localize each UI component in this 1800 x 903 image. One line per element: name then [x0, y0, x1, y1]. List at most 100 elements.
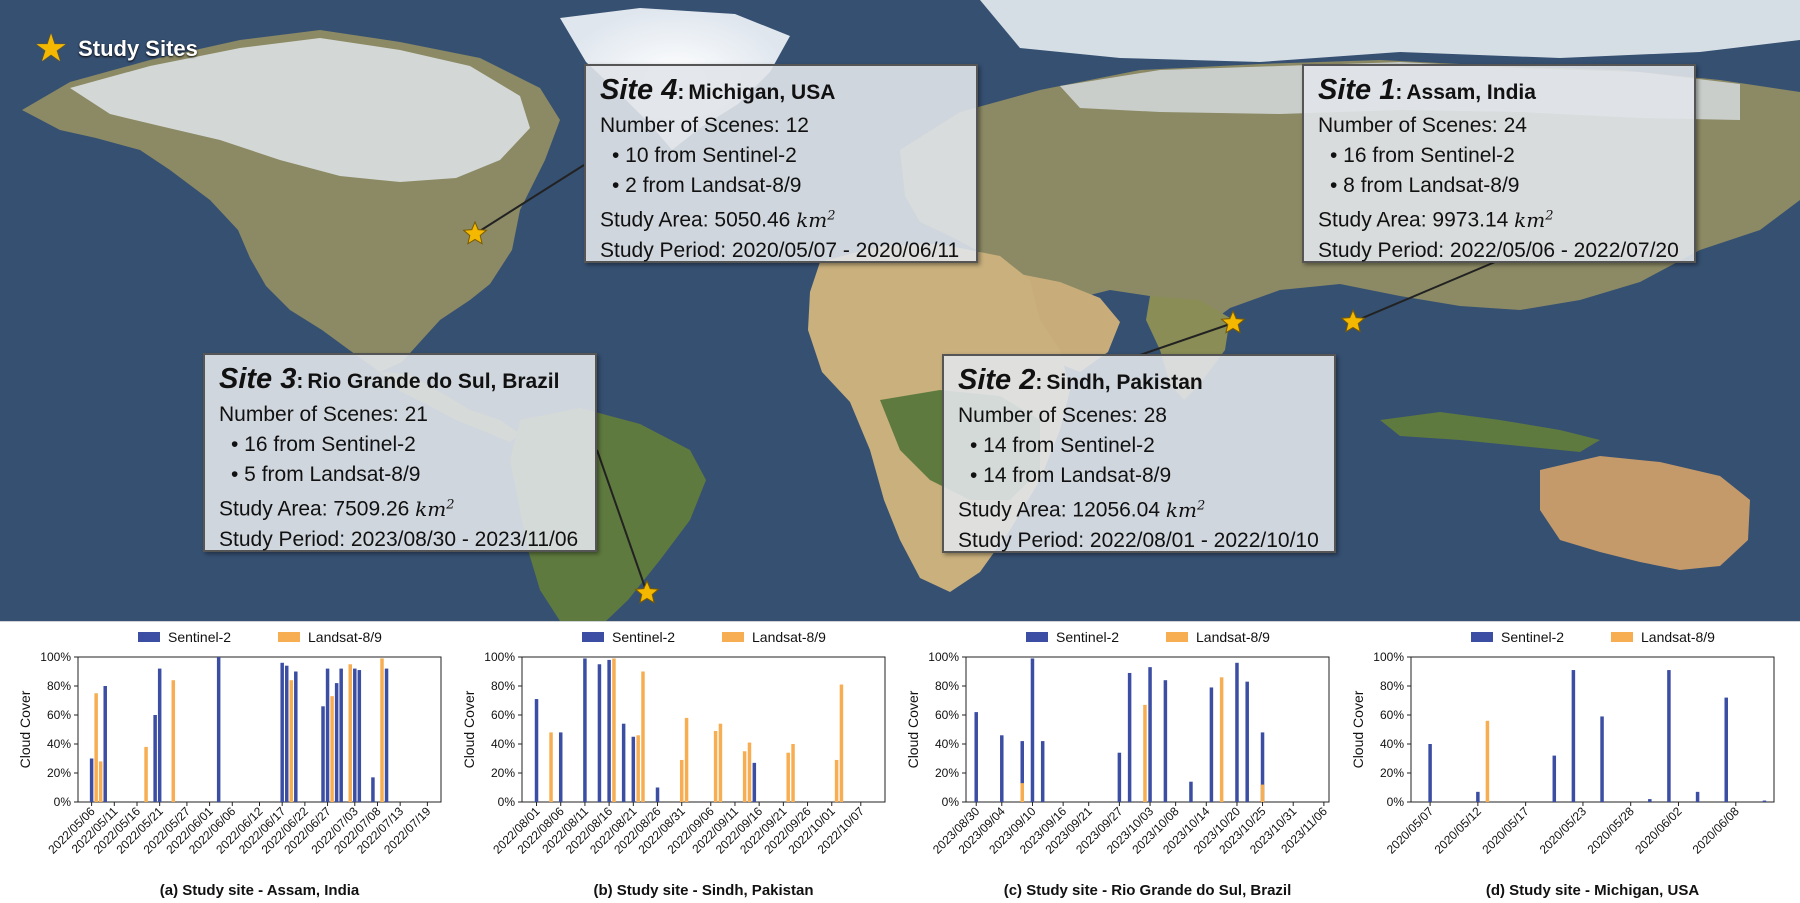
bar-sentinel	[103, 686, 107, 802]
connector-site-4	[474, 164, 585, 235]
y-tick-label: 80%	[1380, 679, 1404, 693]
site-2-sentinel: • 14 from Sentinel-2	[970, 434, 1155, 457]
bar-sentinel	[353, 668, 357, 802]
plot-area	[965, 656, 1330, 803]
chart-2: Sentinel-2 Landsat-8/9 0% 20% 40% 60% 80% 100% C…	[905, 629, 1330, 899]
bar-sentinel	[974, 712, 978, 802]
bar-sentinel	[334, 683, 339, 802]
area-unit-text: km	[1165, 497, 1197, 522]
bar-sentinel	[384, 668, 389, 802]
bar-sentinel	[89, 758, 94, 802]
bar-sentinel	[1476, 791, 1480, 802]
x-tick-label: 2020/05/07	[1384, 804, 1437, 857]
site-4-scenes: Number of Scenes: 12	[600, 114, 809, 137]
area-unit-text: km	[796, 207, 828, 232]
y-tick-label: 0%	[498, 795, 516, 809]
y-tick-label: 20%	[47, 766, 71, 780]
chart-3: Sentinel-2 Landsat-8/9 0% 20% 40% 60% 80% 100% C…	[1350, 629, 1775, 899]
area-unit-text: km	[415, 496, 447, 521]
area-unit-text: km	[1514, 207, 1546, 232]
bar-sentinel	[1040, 741, 1045, 802]
legend-label: Study Sites	[78, 36, 198, 61]
bar-sentinel	[294, 671, 298, 802]
x-tick-label: 2020/05/28	[1584, 804, 1637, 857]
site-4-area: Study Area: 5050.46 km2	[600, 201, 962, 236]
y-tick-label: 40%	[1380, 737, 1404, 751]
title-colon: :	[296, 370, 304, 393]
site-1-landsat: • 8 from Landsat-8/9	[1330, 174, 1520, 197]
site-4-star-icon	[462, 220, 488, 245]
bar-sentinel	[1245, 681, 1249, 802]
bar-landsat	[713, 730, 718, 802]
chart-title: (b) Study site - Sindh, Pakistan	[593, 882, 813, 899]
site-1-sentinel: • 16 from Sentinel-2	[1330, 144, 1515, 167]
bar-landsat	[1020, 783, 1024, 802]
bar-sentinel	[1020, 741, 1024, 802]
site-1-info-box: Site 1 : Assam, India Number of Scenes: …	[1302, 64, 1696, 263]
site-3-title: Site 3 : Rio Grande do Sul, Brazil	[219, 363, 581, 396]
bar-sentinel	[1724, 697, 1728, 802]
map-legend: ★ Study Sites	[34, 30, 198, 68]
site-4-title: Site 4 : Michigan, USA	[600, 74, 962, 107]
site-2-area-unit: km2	[1166, 498, 1205, 522]
legend-swatch-sentinel	[1471, 632, 1493, 642]
legend-swatch-landsat	[1166, 632, 1188, 642]
x-tick-label: 2020/05/23	[1537, 804, 1590, 857]
bar-sentinel	[1127, 672, 1132, 802]
legend-swatch-sentinel	[582, 632, 604, 642]
y-axis-label: Cloud Cover	[461, 690, 477, 768]
y-tick-label: 100%	[1373, 650, 1404, 664]
legend-label-landsat: Landsat-8/9	[752, 629, 826, 645]
bar-sentinel	[325, 668, 330, 802]
site-1-location: Assam, India	[1406, 81, 1536, 104]
site-1-period: Study Period: 2022/05/06 - 2022/07/20	[1318, 238, 1679, 262]
title-colon: :	[1035, 371, 1043, 394]
bar-landsat	[171, 680, 176, 802]
y-tick-label: 20%	[1380, 766, 1404, 780]
bar-landsat	[380, 658, 384, 802]
area-unit-exponent: 2	[827, 208, 836, 223]
bar-sentinel	[1189, 781, 1193, 802]
bar-landsat	[348, 664, 352, 802]
x-tick-label: 2020/05/17	[1479, 804, 1532, 857]
y-tick-label: 100%	[928, 650, 959, 664]
chart-title: (c) Study site - Rio Grande do Sul, Braz…	[1004, 882, 1292, 899]
site-4-period: Study Period: 2020/05/07 - 2020/06/11	[600, 238, 960, 262]
legend-label-landsat: Landsat-8/9	[1641, 629, 1715, 645]
bar-sentinel	[1000, 735, 1004, 802]
bar-sentinel	[1600, 716, 1604, 802]
y-tick-label: 40%	[491, 737, 515, 751]
bar-sentinel	[1148, 667, 1152, 802]
legend-swatch-landsat	[278, 632, 300, 642]
site-2-location: Sindh, Pakistan	[1046, 371, 1203, 394]
bar-sentinel	[153, 715, 157, 802]
bar-landsat	[839, 684, 844, 802]
bar-sentinel	[339, 668, 343, 802]
legend-label-landsat: Landsat-8/9	[1196, 629, 1270, 645]
connector-site-3	[596, 449, 648, 594]
bar-sentinel	[607, 659, 611, 802]
bar-landsat	[98, 761, 103, 802]
y-tick-label: 0%	[1387, 795, 1405, 809]
bar-sentinel	[1235, 662, 1239, 802]
bar-sentinel	[1571, 670, 1576, 802]
y-tick-label: 80%	[491, 679, 515, 693]
site-4-area-value: Study Area: 5050.46	[600, 208, 791, 232]
bar-sentinel	[1762, 800, 1767, 802]
bar-sentinel	[597, 664, 602, 802]
site-4-location: Michigan, USA	[688, 81, 836, 104]
site-2-info-box: Site 2 : Sindh, Pakistan Number of Scene…	[942, 354, 1336, 553]
legend-label-sentinel: Sentinel-2	[168, 629, 231, 645]
bar-landsat	[742, 751, 747, 802]
site-2-title: Site 2 : Sindh, Pakistan	[958, 364, 1320, 397]
bar-sentinel	[1667, 670, 1671, 802]
site-4-landsat: • 2 from Landsat-8/9	[612, 174, 802, 197]
x-tick-label: 2020/06/08	[1690, 804, 1743, 857]
chart-1: Sentinel-2 Landsat-8/9 0% 20% 40% 60% 80% 100% C…	[461, 629, 886, 899]
bar-sentinel	[1030, 658, 1035, 802]
site-3-info-box: Site 3 : Rio Grande do Sul, Brazil Numbe…	[203, 353, 597, 552]
y-axis-label: Cloud Cover	[905, 690, 921, 768]
y-axis-label: Cloud Cover	[1350, 690, 1366, 768]
y-tick-label: 60%	[1380, 708, 1404, 722]
title-colon: :	[1395, 81, 1403, 104]
